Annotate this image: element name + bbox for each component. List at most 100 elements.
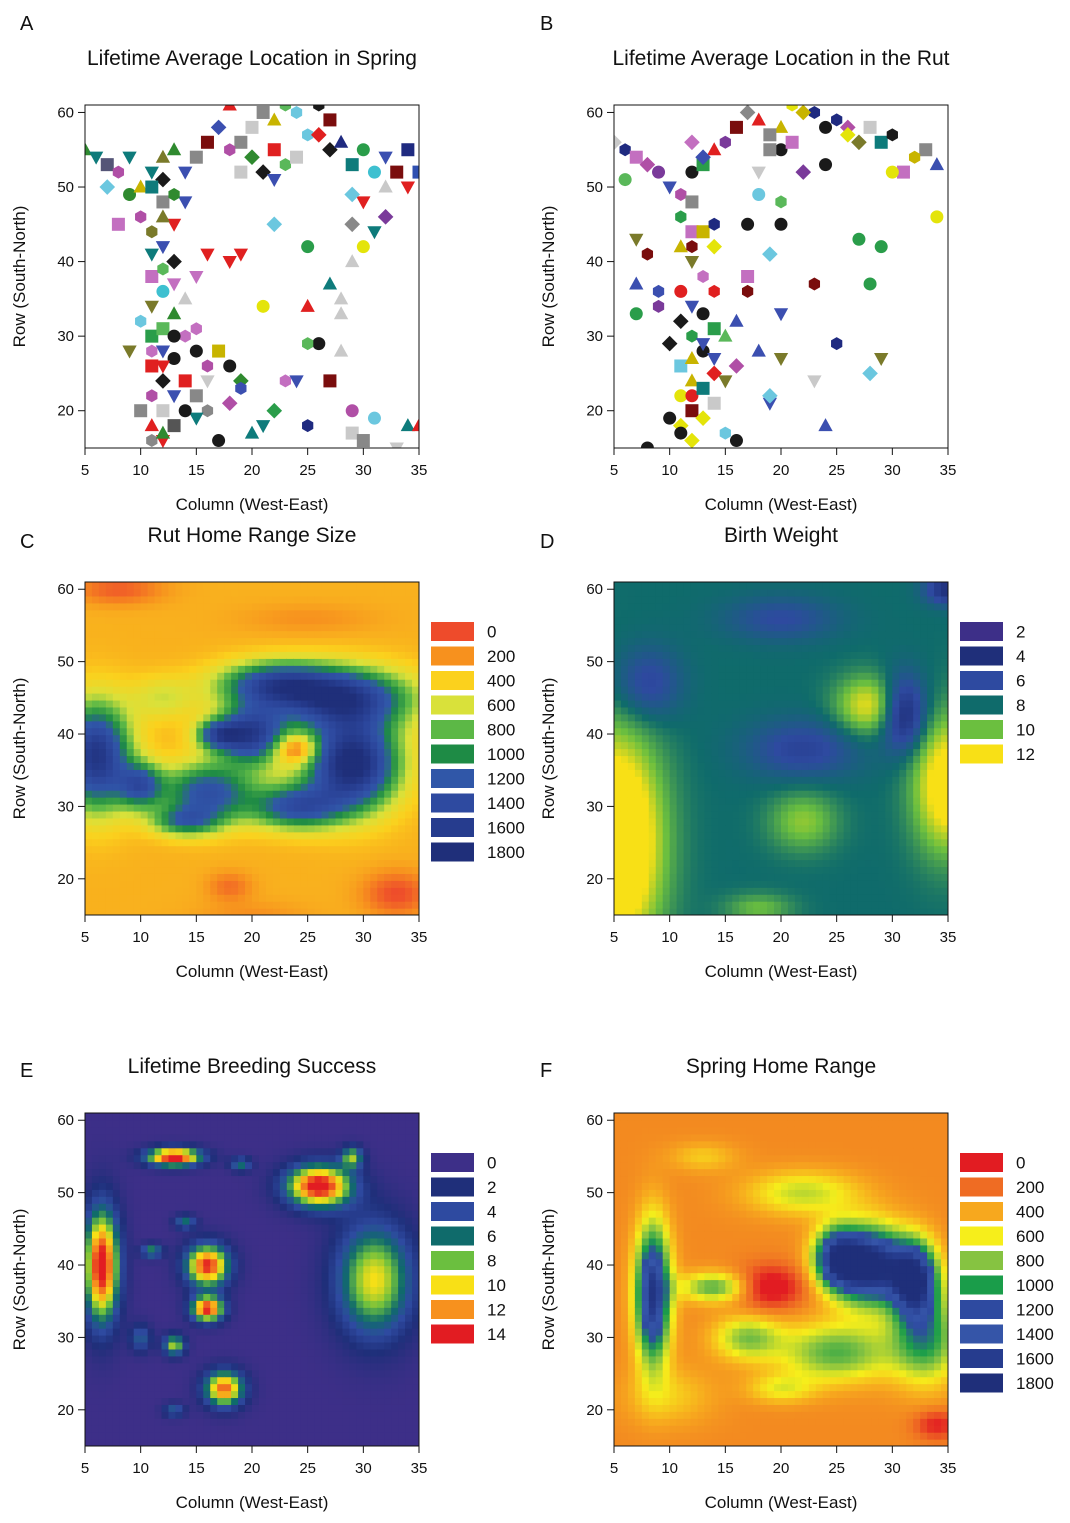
legend-label: 1800 bbox=[487, 843, 525, 862]
y-tick-label: 40 bbox=[57, 726, 74, 743]
x-axis-label: Column (West-East) bbox=[705, 495, 858, 514]
legend-label: 12 bbox=[1016, 745, 1035, 764]
x-axis-label: Column (West-East) bbox=[176, 1493, 329, 1512]
data-point-64 bbox=[831, 337, 843, 351]
data-point-109 bbox=[684, 351, 700, 365]
data-point-48 bbox=[708, 217, 720, 231]
data-point-53 bbox=[762, 246, 778, 262]
x-tick-label: 10 bbox=[132, 1460, 149, 1477]
legend-swatch bbox=[431, 744, 474, 764]
data-point-37 bbox=[212, 344, 226, 358]
legend-label: 2 bbox=[1016, 623, 1025, 642]
data-point-88 bbox=[763, 128, 777, 142]
legend-swatch bbox=[431, 622, 474, 641]
y-tick-label: 50 bbox=[586, 654, 603, 671]
legend-label: 10 bbox=[487, 1276, 506, 1295]
data-point-8 bbox=[685, 165, 699, 179]
data-point-89 bbox=[751, 112, 766, 126]
legend-label: 1600 bbox=[1016, 1350, 1054, 1369]
data-point-36 bbox=[661, 335, 678, 352]
data-point-105 bbox=[166, 142, 182, 156]
x-tick-label: 25 bbox=[299, 929, 316, 946]
data-point-76 bbox=[885, 165, 899, 179]
data-point-14 bbox=[155, 241, 171, 255]
data-point-99 bbox=[819, 158, 833, 172]
data-point-7 bbox=[675, 187, 687, 201]
data-point-86 bbox=[786, 105, 798, 112]
data-point-58 bbox=[751, 343, 766, 357]
data-point-63 bbox=[808, 277, 821, 291]
data-point-107 bbox=[244, 149, 260, 165]
data-point-5 bbox=[122, 151, 137, 165]
data-point-35 bbox=[652, 299, 665, 313]
data-point-130 bbox=[178, 374, 192, 388]
y-tick-label: 30 bbox=[57, 1329, 74, 1346]
data-point-86 bbox=[401, 143, 415, 157]
data-point-49 bbox=[289, 375, 304, 389]
data-point-27 bbox=[156, 404, 170, 418]
legend-label: 0 bbox=[1016, 1154, 1025, 1173]
data-point-48 bbox=[279, 374, 292, 388]
legend-swatch bbox=[960, 1177, 1003, 1197]
data-point-28 bbox=[144, 418, 159, 432]
data-point-47 bbox=[266, 402, 283, 419]
data-point-83 bbox=[400, 181, 416, 195]
data-point-29 bbox=[663, 411, 677, 425]
data-point-85 bbox=[412, 165, 419, 179]
legend-swatch bbox=[960, 720, 1003, 739]
data-point-47 bbox=[696, 225, 710, 239]
data-point-73 bbox=[919, 143, 933, 157]
data-point-66 bbox=[852, 232, 866, 246]
data-point-78 bbox=[367, 226, 382, 240]
data-point-100 bbox=[222, 105, 237, 111]
y-tick-label: 20 bbox=[57, 1402, 74, 1419]
data-point-80 bbox=[356, 196, 371, 210]
data-point-101 bbox=[763, 143, 777, 157]
y-tick-label: 50 bbox=[57, 1185, 74, 1202]
x-tick-label: 35 bbox=[411, 1460, 428, 1477]
data-point-79 bbox=[377, 209, 394, 225]
data-point-132 bbox=[189, 389, 203, 403]
legend-label: 1800 bbox=[1016, 1374, 1054, 1393]
data-point-50 bbox=[774, 217, 788, 231]
points-layer bbox=[614, 105, 945, 448]
x-tick-label: 35 bbox=[411, 462, 428, 479]
panel-letter: F bbox=[540, 1060, 552, 1082]
panel-letter: B bbox=[540, 13, 553, 35]
data-point-108 bbox=[267, 143, 281, 157]
data-point-15 bbox=[697, 270, 709, 283]
data-point-28 bbox=[640, 441, 654, 448]
data-point-87 bbox=[773, 119, 789, 133]
x-tick-label: 35 bbox=[940, 1460, 957, 1477]
data-point-88 bbox=[367, 165, 381, 179]
panel-D: D Birth Weight 2 4 6 8 10 12 5 10 15 20 25 30 35 20 30 40… bbox=[539, 524, 1035, 981]
x-tick-label: 20 bbox=[244, 462, 261, 479]
x-tick-label: 15 bbox=[188, 1460, 205, 1477]
legend: 0 2 4 6 8 10 12 14 bbox=[431, 1153, 506, 1344]
legend-swatch bbox=[960, 1373, 1003, 1393]
data-point-40 bbox=[718, 375, 733, 389]
x-tick-label: 10 bbox=[661, 462, 678, 479]
heatmap-field bbox=[85, 1113, 419, 1446]
data-point-20 bbox=[145, 329, 159, 343]
legend-label: 1600 bbox=[487, 819, 525, 838]
data-point-60 bbox=[762, 397, 778, 411]
panel-letter: C bbox=[20, 531, 34, 553]
y-tick-label: 60 bbox=[586, 104, 603, 121]
data-point-95 bbox=[279, 105, 292, 112]
data-point-102 bbox=[785, 135, 799, 149]
data-point-21 bbox=[674, 359, 688, 373]
panel-letter: D bbox=[540, 531, 554, 553]
data-point-55 bbox=[741, 284, 754, 298]
data-point-54 bbox=[741, 270, 755, 283]
x-tick-label: 20 bbox=[244, 929, 261, 946]
data-point-97 bbox=[774, 143, 788, 157]
data-point-90 bbox=[345, 158, 359, 172]
legend-swatch bbox=[960, 1300, 1003, 1319]
legend-label: 600 bbox=[1016, 1227, 1044, 1246]
legend-swatch bbox=[960, 1226, 1003, 1246]
data-point-77 bbox=[874, 135, 888, 149]
legend-swatch bbox=[431, 646, 474, 666]
data-point-75 bbox=[896, 165, 910, 179]
data-point-62 bbox=[190, 322, 202, 336]
